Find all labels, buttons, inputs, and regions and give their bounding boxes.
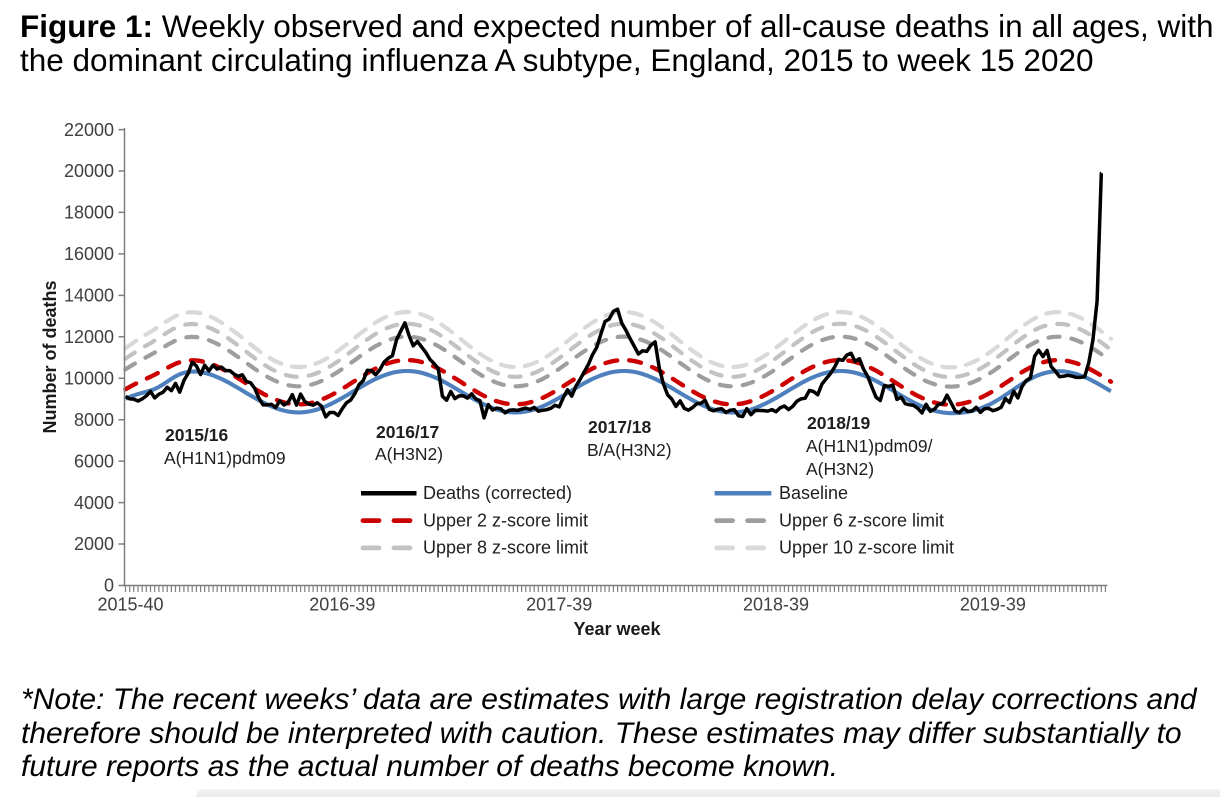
- svg-text:2017-39: 2017-39: [526, 595, 592, 615]
- svg-text:Baseline: Baseline: [779, 483, 848, 503]
- svg-text:Upper 6 z-score limit: Upper 6 z-score limit: [779, 510, 944, 530]
- svg-text:A(H1N1)pdm09: A(H1N1)pdm09: [164, 448, 286, 468]
- svg-text:B/A(H3N2): B/A(H3N2): [587, 440, 672, 460]
- svg-text:16000: 16000: [64, 244, 114, 264]
- svg-text:A(H3N2): A(H3N2): [806, 459, 874, 479]
- svg-text:A(H1N1)pdm09/: A(H1N1)pdm09/: [806, 436, 933, 456]
- svg-text:2019-39: 2019-39: [960, 595, 1026, 615]
- svg-text:Number of deaths: Number of deaths: [40, 280, 60, 433]
- svg-text:10000: 10000: [64, 368, 114, 388]
- svg-text:Upper 8 z-score limit: Upper 8 z-score limit: [423, 538, 588, 558]
- svg-text:2018/19: 2018/19: [807, 413, 871, 433]
- svg-text:Upper 10 z-score limit: Upper 10 z-score limit: [779, 538, 954, 558]
- svg-text:Deaths (corrected): Deaths (corrected): [423, 483, 572, 503]
- svg-text:2015/16: 2015/16: [165, 425, 229, 445]
- svg-text:20000: 20000: [64, 161, 114, 181]
- svg-text:12000: 12000: [64, 327, 114, 347]
- svg-text:8000: 8000: [74, 410, 114, 430]
- svg-text:2018-39: 2018-39: [743, 595, 809, 615]
- svg-text:22000: 22000: [64, 120, 114, 140]
- svg-text:2016/17: 2016/17: [376, 422, 439, 442]
- svg-text:A(H3N2): A(H3N2): [375, 444, 443, 464]
- svg-text:4000: 4000: [74, 493, 114, 513]
- svg-text:0: 0: [104, 576, 114, 596]
- svg-text:2015-40: 2015-40: [97, 595, 163, 615]
- svg-text:14000: 14000: [64, 286, 114, 306]
- svg-text:2016-39: 2016-39: [309, 595, 375, 615]
- svg-text:18000: 18000: [64, 203, 114, 223]
- svg-text:Year week: Year week: [573, 619, 661, 639]
- svg-text:6000: 6000: [74, 451, 114, 471]
- svg-text:2017/18: 2017/18: [588, 417, 652, 437]
- svg-text:Upper 2 z-score limit: Upper 2 z-score limit: [423, 510, 588, 530]
- svg-text:2000: 2000: [74, 534, 114, 554]
